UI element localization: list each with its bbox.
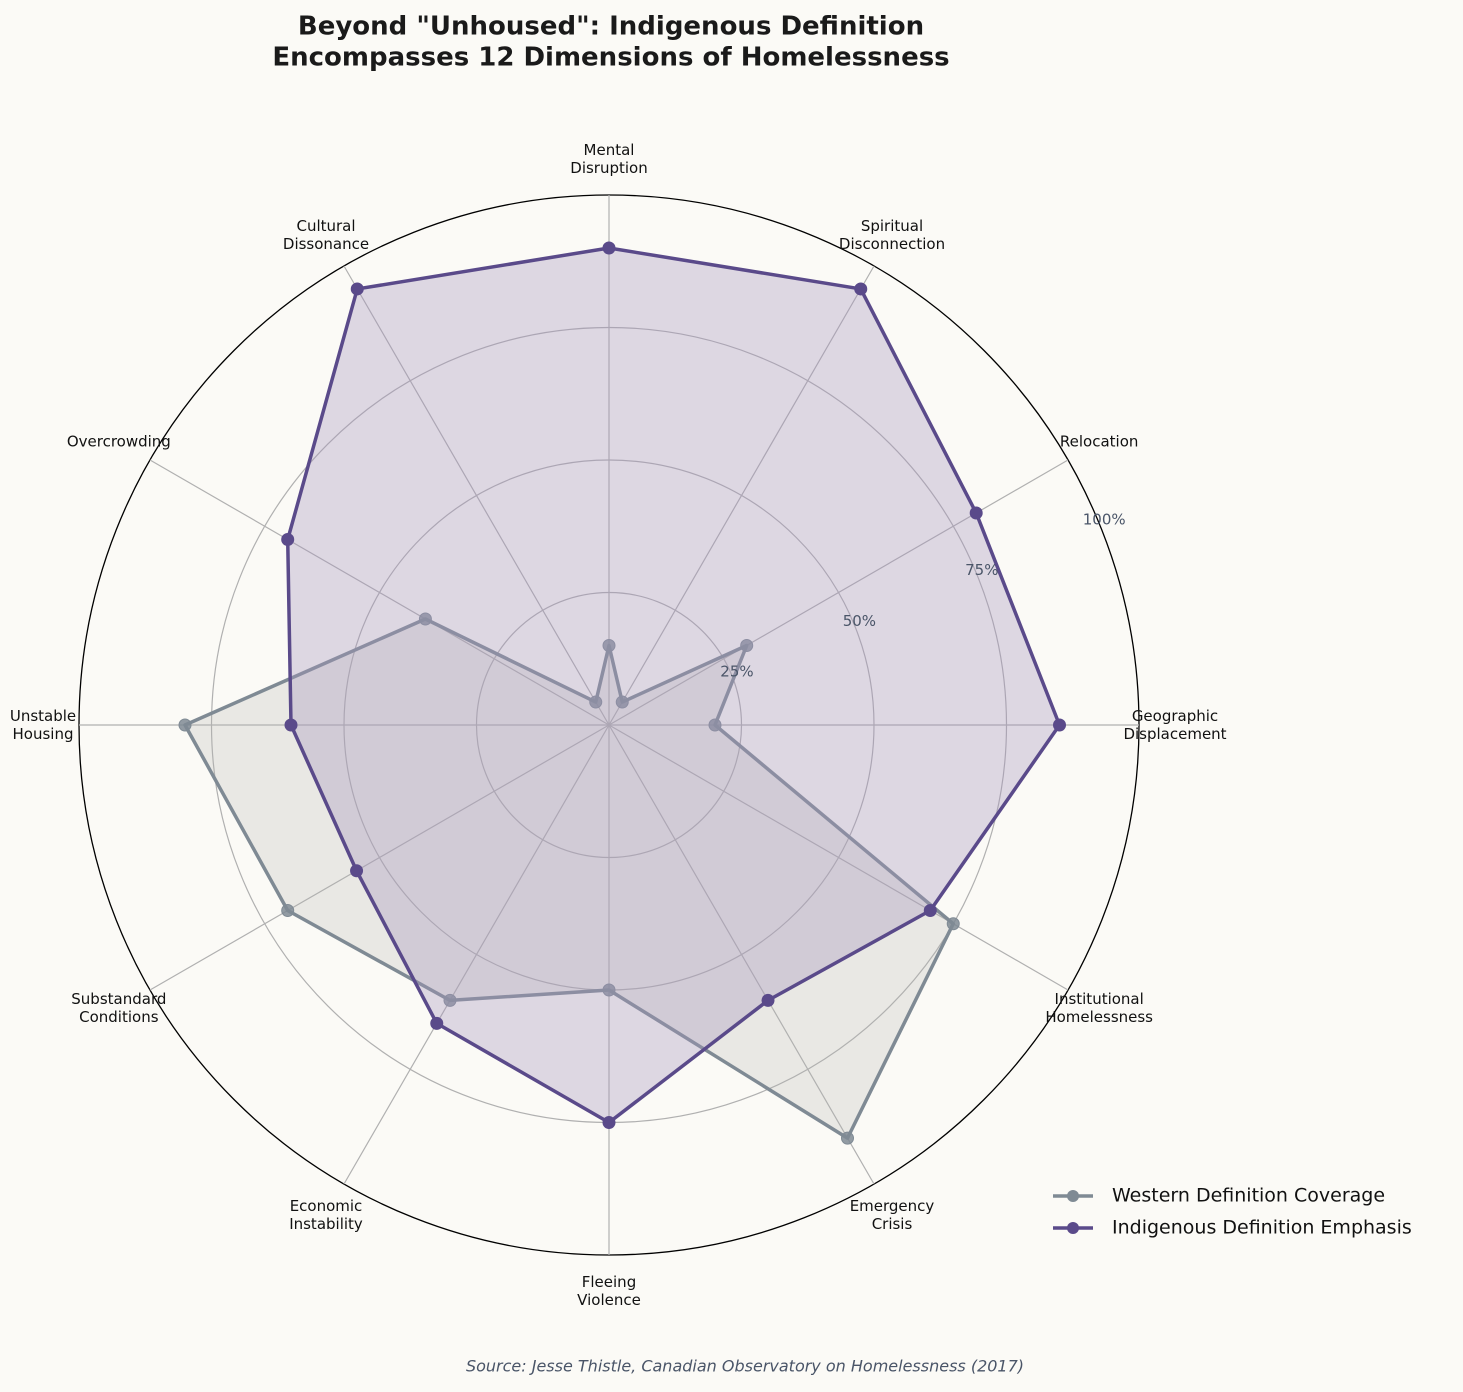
series-point bbox=[430, 1016, 444, 1030]
legend-label: Western Definition Coverage bbox=[1112, 1185, 1385, 1207]
legend-marker bbox=[1067, 1222, 1079, 1234]
series-point bbox=[178, 718, 192, 732]
category-label: Unstable Housing bbox=[10, 707, 76, 743]
series-point bbox=[854, 282, 868, 296]
category-label: Cultural Dissonance bbox=[283, 216, 369, 252]
series-point bbox=[1053, 718, 1066, 732]
series-point bbox=[841, 1131, 854, 1145]
chart-title: Beyond "Unhoused": Indigenous Definition… bbox=[272, 11, 949, 72]
legend-label: Indigenous Definition Emphasis bbox=[1112, 1217, 1412, 1239]
series-point bbox=[284, 718, 298, 732]
spoke bbox=[343, 724, 610, 1185]
category-label: Geographic Displacement bbox=[1123, 707, 1226, 743]
series-point bbox=[281, 904, 295, 917]
category-label: Economic Instability bbox=[289, 1197, 363, 1233]
series-point bbox=[740, 639, 754, 652]
series-point bbox=[708, 718, 722, 732]
spoke bbox=[343, 265, 610, 726]
series-point bbox=[418, 612, 432, 626]
source-note: Source: Jesse Thistle, Canadian Observat… bbox=[466, 1357, 1024, 1376]
r-tick-label: 50% bbox=[843, 612, 876, 630]
series-area bbox=[287, 248, 1060, 1123]
series-point bbox=[946, 917, 960, 931]
series-point bbox=[281, 533, 295, 546]
spoke bbox=[608, 459, 1069, 726]
series-point bbox=[350, 282, 364, 296]
category-label: Substandard Conditions bbox=[71, 990, 166, 1026]
category-label: Institutional Homelessness bbox=[1045, 990, 1153, 1026]
series-point bbox=[602, 1116, 616, 1129]
series-point bbox=[761, 993, 775, 1007]
category-label: Fleeing Violence bbox=[577, 1273, 641, 1309]
series-point bbox=[350, 864, 364, 878]
series-point bbox=[443, 993, 457, 1007]
series-point bbox=[602, 983, 616, 997]
spoke bbox=[608, 265, 875, 726]
category-label: Spiritual Disconnection bbox=[839, 216, 945, 252]
series-area bbox=[185, 619, 954, 1139]
spoke bbox=[608, 724, 875, 1185]
legend-marker bbox=[1067, 1190, 1079, 1202]
series-point bbox=[589, 695, 603, 709]
spoke bbox=[149, 459, 610, 726]
category-label: Mental Disruption bbox=[570, 141, 647, 177]
category-label: Overcrowding bbox=[67, 433, 171, 451]
series-point bbox=[969, 506, 983, 520]
series-point bbox=[615, 695, 629, 709]
series-point bbox=[602, 241, 616, 255]
r-tick-label: 100% bbox=[1083, 510, 1126, 528]
category-label: Relocation bbox=[1060, 433, 1139, 451]
series-point bbox=[602, 639, 616, 652]
category-label: Emergency Crisis bbox=[850, 1197, 935, 1233]
r-tick-label: 25% bbox=[720, 662, 753, 680]
spoke bbox=[149, 724, 610, 991]
series-point bbox=[923, 904, 937, 917]
r-tick-label: 75% bbox=[965, 561, 998, 579]
spoke bbox=[608, 724, 1069, 991]
